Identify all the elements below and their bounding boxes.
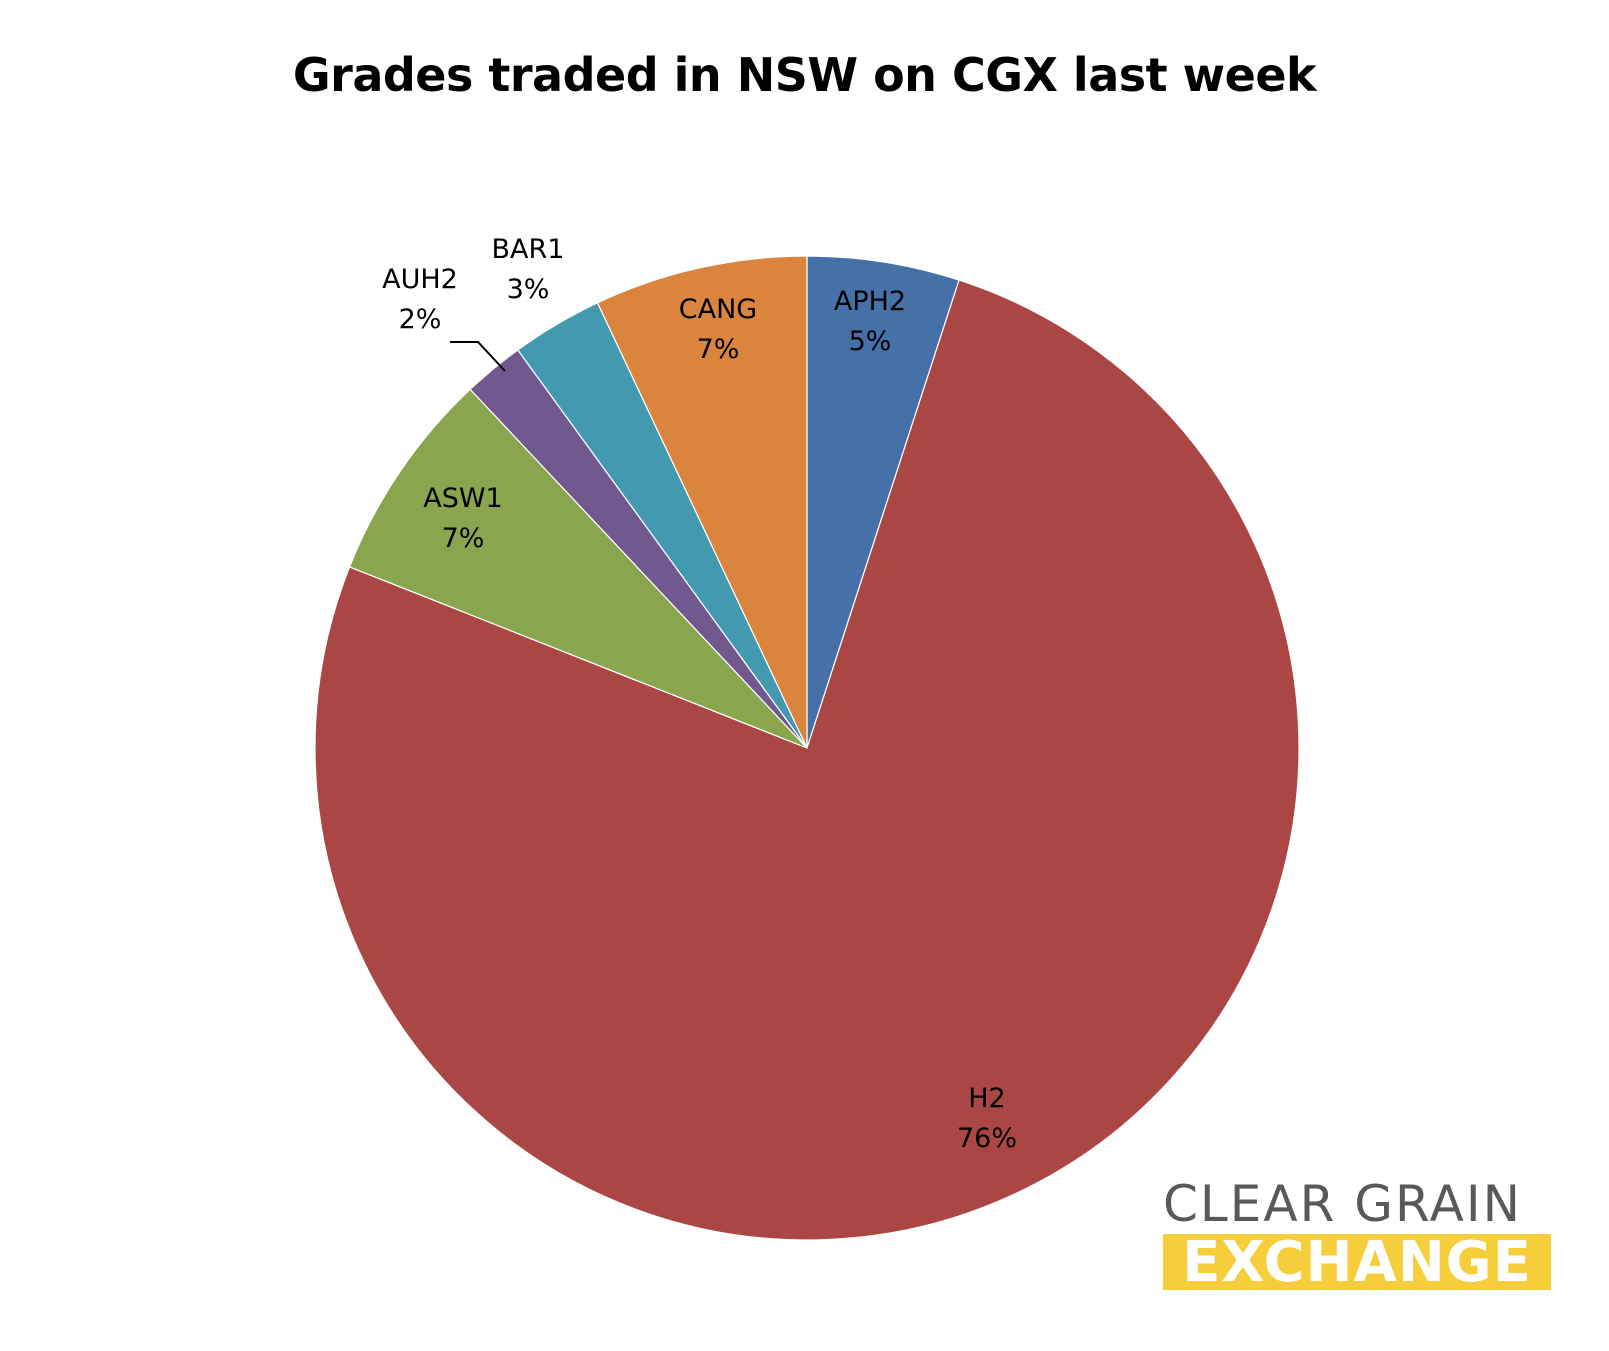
slice-label-name-h2: H2 <box>968 1083 1005 1114</box>
logo-exchange-band: EXCHANGE <box>1163 1230 1551 1295</box>
slice-label-value-auh2: 2% <box>399 304 442 335</box>
leader-line-auh2 <box>450 341 506 372</box>
pie-slices <box>314 255 1300 1241</box>
slice-label-value-cang: 7% <box>697 334 740 365</box>
pie-slice-asw1 <box>348 388 808 749</box>
slice-label-name-auh2: AUH2 <box>382 264 458 295</box>
slice-label-name-aph2: APH2 <box>834 286 906 317</box>
slice-label-value-bar1: 3% <box>507 274 550 305</box>
logo-line-clear-grain: CLEAR GRAIN <box>1163 1175 1523 1233</box>
slice-label-value-asw1: 7% <box>442 523 485 554</box>
logo-line-exchange: EXCHANGE <box>1182 1230 1532 1295</box>
slice-label-name-bar1: BAR1 <box>492 234 565 265</box>
slice-label-value-aph2: 5% <box>849 326 892 357</box>
leader-lines <box>450 341 506 372</box>
pie-slice-aph2 <box>806 255 960 749</box>
slice-label-name-asw1: ASW1 <box>423 483 502 514</box>
chart-title: Grades traded in NSW on CGX last week <box>292 48 1317 102</box>
pie-slice-cang <box>596 255 808 749</box>
slice-label-name-cang: CANG <box>679 294 757 325</box>
slice-label-value-h2: 76% <box>957 1123 1017 1154</box>
slice-labels: APH2 5% H2 76% ASW1 7% AUH2 2% BAR1 3% CANG 7% <box>382 234 1017 1154</box>
clear-grain-exchange-logo: CLEAR GRAIN EXCHANGE <box>1163 1178 1553 1292</box>
pie-slice-h2 <box>314 279 1300 1241</box>
